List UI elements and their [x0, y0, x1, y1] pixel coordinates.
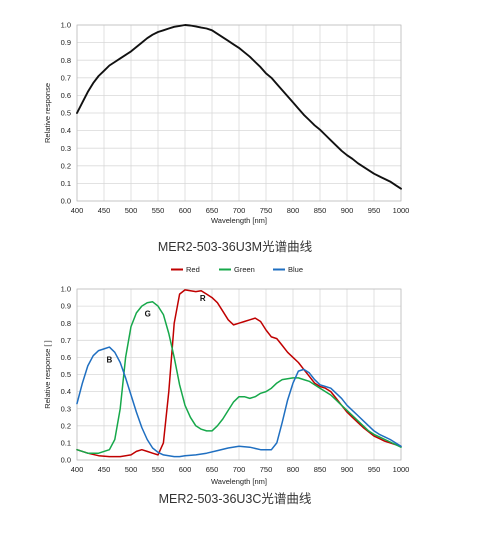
y-tick-label: 0.0: [61, 197, 71, 206]
x-tick-label: 600: [179, 465, 192, 474]
x-tick-label: 400: [71, 465, 84, 474]
x-tick-label: 600: [179, 206, 192, 215]
x-tick-label: 450: [98, 206, 111, 215]
x-tick-label: 750: [260, 465, 273, 474]
legend-label-red: Red: [186, 265, 200, 274]
x-tick-label: 700: [233, 206, 246, 215]
y-tick-label: 0.7: [61, 73, 71, 82]
plot-frame: [76, 288, 402, 461]
mono-chart-caption: MER2-503-36U3M光谱曲线: [158, 240, 313, 254]
color-spectral-chart: 0.0 0.1 0.2 0.3 0.4 0.5 0.6 0.7 0.8 0.9 1.0 400 450 5…: [43, 265, 409, 486]
y-tick-label: 1.0: [61, 21, 71, 30]
x-tick-label: 400: [71, 206, 84, 215]
annotation-r: R: [200, 294, 206, 303]
y-axis-label: Relative response [ ]: [43, 340, 52, 408]
annotation-b: B: [107, 356, 113, 365]
x-tick-label: 750: [260, 206, 273, 215]
legend-label-green: Green: [234, 265, 255, 274]
color-chart-caption: MER2-503-36U3C光谱曲线: [159, 492, 312, 506]
series-line-red: [76, 289, 402, 458]
y-tick-label: 0.2: [61, 421, 71, 430]
x-axis-label: Wavelength [nm]: [211, 216, 267, 225]
x-tick-label: 800: [287, 465, 300, 474]
y-tick-label: 0.3: [61, 404, 71, 413]
y-tick-label: 0.9: [61, 302, 71, 311]
x-tick-label: 1000: [393, 465, 410, 474]
series-line: [76, 24, 402, 190]
y-tick-label: 0.3: [61, 144, 71, 153]
x-tick-label: 650: [206, 465, 219, 474]
y-tick-label: 0.4: [61, 126, 71, 135]
x-axis-label: Wavelength [nm]: [211, 477, 267, 486]
mono-spectral-chart: 0.0 0.1 0.2 0.3 0.4 0.5 0.6 0.7 0.8 0.9 1.0 400 450 5…: [43, 21, 409, 225]
x-tick-label: 900: [341, 206, 354, 215]
y-tick-label: 0.0: [61, 456, 71, 465]
series-line-green: [76, 301, 402, 454]
y-tick-label: 0.8: [61, 319, 71, 328]
x-tick-label: 950: [368, 465, 381, 474]
x-tick-label: 650: [206, 206, 219, 215]
y-tick-label: 0.5: [61, 109, 71, 118]
x-tick-label: 1000: [393, 206, 410, 215]
y-tick-label: 0.6: [61, 91, 71, 100]
y-tick-label: 0.5: [61, 370, 71, 379]
series-line-blue: [76, 346, 402, 458]
y-tick-label: 0.6: [61, 353, 71, 362]
legend-label-blue: Blue: [288, 265, 303, 274]
x-tick-label: 450: [98, 465, 111, 474]
y-tick-label: 0.8: [61, 56, 71, 65]
x-tick-label: 550: [152, 465, 165, 474]
x-tick-label: 700: [233, 465, 246, 474]
x-tick-label: 850: [314, 465, 327, 474]
x-tick-label: 550: [152, 206, 165, 215]
y-tick-label: 0.4: [61, 387, 71, 396]
y-tick-label: 0.9: [61, 38, 71, 47]
x-tick-label: 500: [125, 206, 138, 215]
x-tick-label: 900: [341, 465, 354, 474]
y-tick-label: 0.7: [61, 336, 71, 345]
y-axis-label: Relative response: [43, 83, 52, 143]
x-tick-label: 950: [368, 206, 381, 215]
x-tick-label: 800: [287, 206, 300, 215]
x-tick-label: 850: [314, 206, 327, 215]
annotation-g: G: [145, 309, 151, 318]
y-tick-label: 0.1: [61, 179, 71, 188]
y-tick-label: 1.0: [61, 285, 71, 294]
y-tick-label: 0.1: [61, 439, 71, 448]
x-tick-label: 500: [125, 465, 138, 474]
y-tick-label: 0.2: [61, 161, 71, 170]
